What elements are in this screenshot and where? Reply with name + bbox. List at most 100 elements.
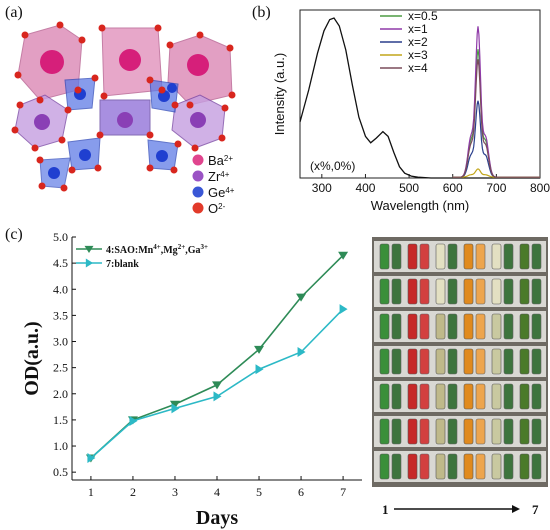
ge-atom [79,149,91,161]
legend-marker [84,245,94,254]
tube [531,243,542,270]
tube [519,313,530,340]
tube [407,383,418,410]
emission-curve-1 [452,26,540,178]
tube [519,418,530,445]
y-tick-label: 0.5 [53,465,68,479]
tube [503,453,514,480]
tube [447,348,458,375]
tube [491,383,502,410]
legend-label-ba: Ba2+ [208,153,233,168]
tube [519,243,530,270]
x-tick-label: 700 [486,181,506,195]
series-line-0 [90,254,344,459]
tube [435,383,446,410]
od-growth-chart: 0.5 1.0 1.5 2.0 2.5 3.0 3.5 4.0 4.5 5.0 1 2 3 4 5 6 7 Day… [21,230,362,529]
tube [391,348,402,375]
series-marker-1 [129,415,138,426]
legend-entry: x=1 [408,22,428,36]
tube [475,383,486,410]
tube [407,418,418,445]
tube [475,278,486,305]
tube [379,348,390,375]
photo-axis-start: 1 [382,502,389,517]
crystal-structure-figure: Ba2+ Zr4+ Ge4+ O2- [11,21,236,216]
x-tick-label: 600 [443,181,463,195]
tube [531,453,542,480]
zr-atom [117,112,133,128]
zr-octahedra [14,94,226,149]
tube [519,383,530,410]
tube [419,348,430,375]
tube [435,348,446,375]
tube [503,313,514,340]
zr-atom [190,112,206,128]
tube [447,243,458,270]
tube [419,453,430,480]
legend-entry: x=0.5 [408,9,438,23]
ba-atom [119,49,141,71]
tube [463,243,474,270]
tube [407,278,418,305]
x-tick-label: 6 [298,485,304,499]
tube [419,243,430,270]
series-marker-1 [171,403,180,414]
tube [435,313,446,340]
legend-label-zr: Zr4+ [208,169,230,184]
x-tick-label: 5 [256,485,262,499]
tube [419,313,430,340]
tube [435,243,446,270]
o-atoms [11,21,236,192]
x-tick-label: 300 [312,181,332,195]
tube [503,418,514,445]
tube [379,383,390,410]
tube [475,243,486,270]
plot-frame [299,9,541,179]
photo-shelf [374,241,546,272]
series-marker-0 [254,345,265,354]
y-tick-label: 5.0 [53,230,68,244]
y-tick-label: 2.0 [53,387,68,401]
tube [391,383,402,410]
tube [491,313,502,340]
series-marker-0 [338,251,349,260]
photo-shelf [374,416,546,447]
tube [463,418,474,445]
tube [407,453,418,480]
legend-entry: x=4 [408,61,428,75]
tube [407,313,418,340]
photo-shelf [374,276,546,307]
emission-curve-4 [452,59,540,178]
ge-atom [48,167,60,179]
series-marker-0 [296,293,307,302]
tube [531,278,542,305]
tube [475,418,486,445]
tube [419,418,430,445]
tube [447,278,458,305]
photo-axis-arrowhead [512,505,520,513]
emission-curve-0 [452,49,540,178]
atom-legend: Ba2+ Zr4+ Ge4+ O2- [192,153,235,216]
x-tick-label: 800 [530,181,550,195]
tube [379,313,390,340]
tube [475,313,486,340]
series-marker-1 [213,391,222,402]
legend-swatch-ba [192,154,204,166]
tube [491,278,502,305]
tube [463,313,474,340]
x-tick-label: 2 [130,485,136,499]
tube [379,278,390,305]
y-tick-label: 3.5 [53,308,68,322]
tube [503,278,514,305]
panel-label-b: (b) [252,4,271,21]
tube [391,243,402,270]
x-tick-label: 1 [88,485,94,499]
tube [391,313,402,340]
zr-atom [34,114,50,130]
annotation: (x%,0%) [310,159,355,173]
tube [447,418,458,445]
tube [447,383,458,410]
tube [519,453,530,480]
legend-label-ge: Ge4+ [208,185,235,200]
